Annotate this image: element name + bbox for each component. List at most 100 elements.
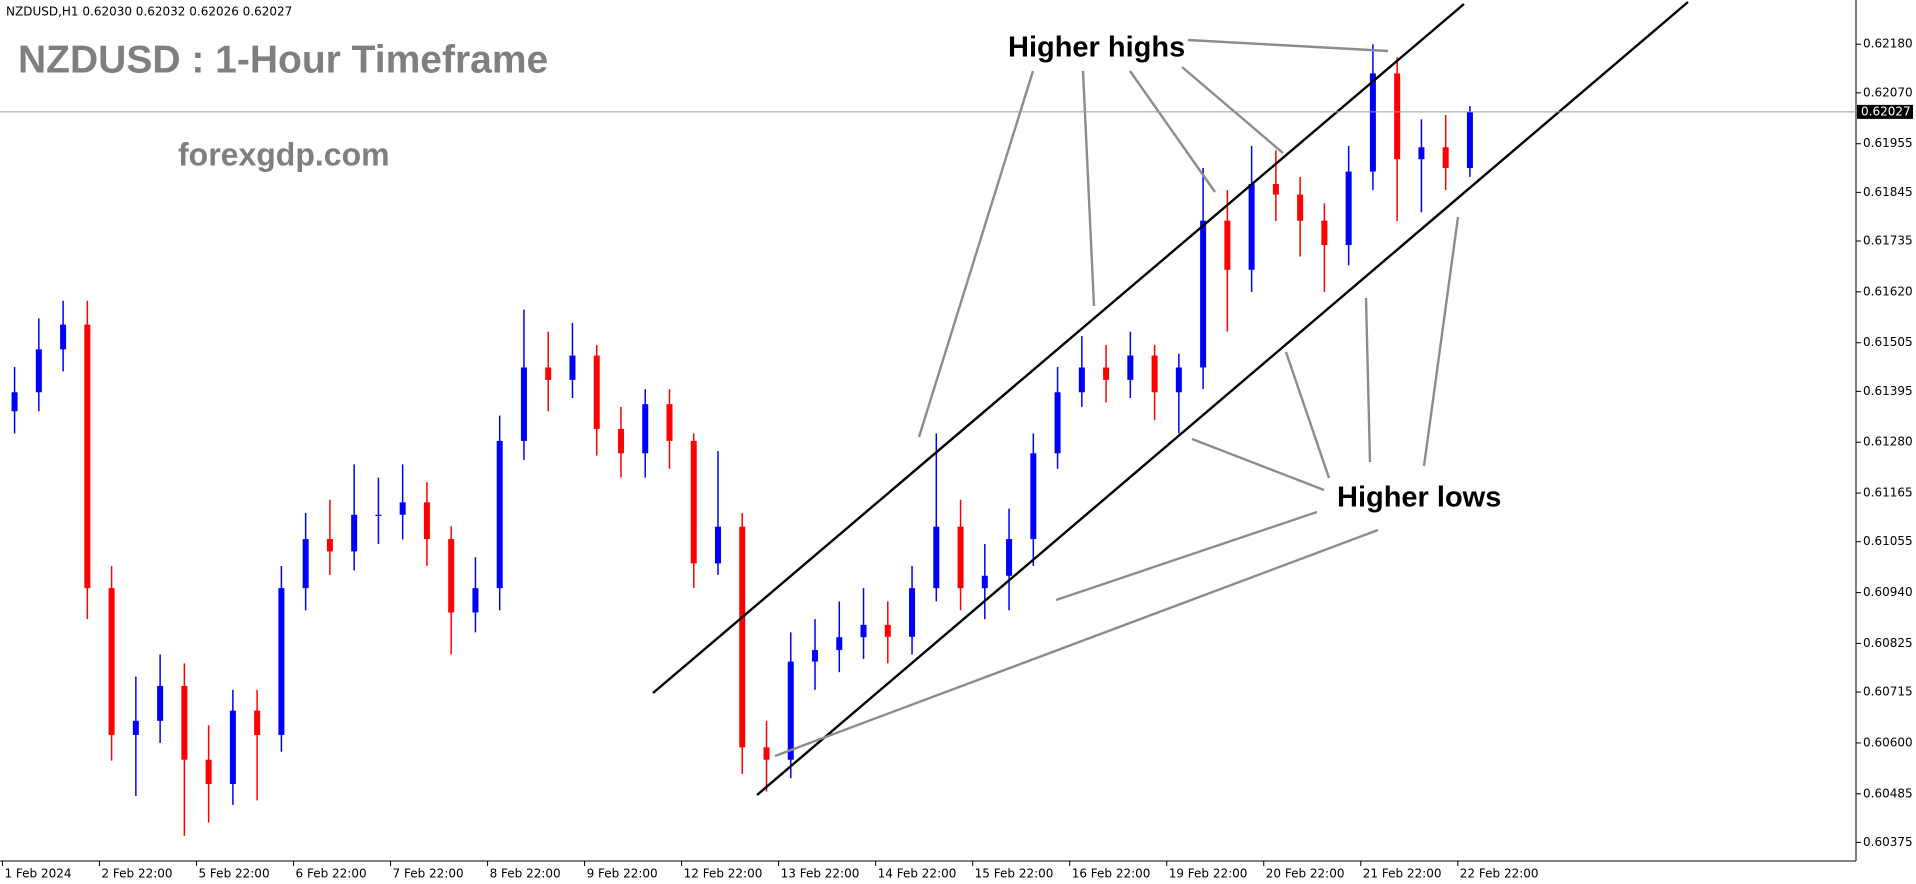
y-tick-label: 0.61620 bbox=[1863, 284, 1913, 298]
candle-body bbox=[11, 392, 18, 412]
candle-body bbox=[909, 588, 916, 637]
channel-upper bbox=[652, 3, 1465, 694]
candle-body bbox=[545, 367, 552, 380]
candle-body bbox=[375, 514, 382, 516]
candle-body bbox=[1369, 73, 1376, 172]
x-tick-label: 9 Feb 22:00 bbox=[587, 867, 658, 881]
x-tick-label: 6 Feb 22:00 bbox=[296, 867, 367, 881]
x-tick-label: 16 Feb 22:00 bbox=[1072, 867, 1151, 881]
x-tick-label: 19 Feb 22:00 bbox=[1169, 867, 1248, 881]
candle-body bbox=[84, 324, 91, 589]
candle-body bbox=[254, 710, 261, 735]
y-tick-label: 0.61735 bbox=[1863, 234, 1913, 248]
candle-body bbox=[1418, 147, 1425, 160]
candle-body bbox=[496, 440, 503, 589]
candle-body bbox=[1030, 453, 1037, 540]
candle-body bbox=[957, 526, 964, 589]
y-tick-label: 0.60600 bbox=[1863, 735, 1913, 749]
candle-body bbox=[1248, 183, 1255, 270]
candle-body bbox=[326, 539, 333, 552]
pointer bbox=[1191, 437, 1325, 492]
candle-body bbox=[666, 404, 673, 441]
y-tick-label: 0.61280 bbox=[1863, 435, 1913, 449]
pointers bbox=[774, 38, 1460, 758]
x-tick-label: 13 Feb 22:00 bbox=[781, 867, 860, 881]
candles bbox=[11, 44, 1473, 836]
pointer bbox=[1364, 297, 1372, 463]
candle-body bbox=[448, 539, 455, 613]
candle-body bbox=[1151, 355, 1158, 393]
y-tick-label: 0.60715 bbox=[1863, 685, 1913, 699]
candle-body bbox=[399, 502, 406, 515]
candle-body bbox=[836, 637, 843, 651]
x-tick-label: 14 Feb 22:00 bbox=[878, 867, 957, 881]
pointer bbox=[917, 70, 1035, 438]
candle-body bbox=[981, 575, 988, 589]
candle-body bbox=[787, 661, 794, 760]
x-tick-label: 7 Feb 22:00 bbox=[393, 867, 464, 881]
candle-body bbox=[1466, 111, 1473, 169]
last-price-label: 0.62027 bbox=[1861, 104, 1911, 118]
candle-body bbox=[1103, 367, 1110, 380]
candle-body bbox=[351, 514, 358, 552]
candle-body bbox=[472, 588, 479, 613]
pointer bbox=[1055, 510, 1318, 602]
pointer bbox=[1284, 351, 1331, 479]
candle-body bbox=[1224, 220, 1231, 270]
candle-body bbox=[1006, 539, 1013, 576]
chart-title: NZDUSD : 1-Hour Timeframe bbox=[18, 38, 548, 81]
pointer bbox=[1422, 216, 1460, 467]
candle-body bbox=[35, 349, 42, 393]
candle-body bbox=[1127, 355, 1134, 380]
y-tick-label: 0.61955 bbox=[1863, 136, 1913, 150]
pointer bbox=[1081, 70, 1096, 307]
y-tick-label: 0.60485 bbox=[1863, 786, 1913, 800]
pointer bbox=[1187, 38, 1389, 53]
x-tick-label: 15 Feb 22:00 bbox=[975, 867, 1054, 881]
candle-body bbox=[593, 355, 600, 429]
y-tick-label: 0.60375 bbox=[1863, 835, 1913, 849]
y-tick-label: 0.61395 bbox=[1863, 384, 1913, 398]
candle-body bbox=[1321, 220, 1328, 245]
candle-body bbox=[60, 324, 67, 350]
y-tick-label: 0.60940 bbox=[1863, 585, 1913, 599]
candle-body bbox=[1078, 367, 1085, 393]
candle-body bbox=[302, 539, 309, 589]
candle-body bbox=[1200, 220, 1207, 368]
y-tick-label: 0.61165 bbox=[1863, 486, 1913, 500]
candle-body bbox=[1297, 194, 1304, 221]
candle-body bbox=[884, 624, 891, 637]
candle-body bbox=[763, 747, 770, 760]
y-tick-label: 0.62070 bbox=[1863, 85, 1913, 99]
candle-body bbox=[812, 650, 819, 662]
candle-body bbox=[860, 624, 867, 638]
candle-body bbox=[278, 588, 285, 735]
y-tick-label: 0.61845 bbox=[1863, 185, 1913, 199]
candle-body bbox=[617, 428, 624, 454]
candle-body bbox=[569, 355, 576, 380]
channel-lower bbox=[756, 1, 1689, 796]
candle-body bbox=[1345, 171, 1352, 245]
y-tick-label: 0.60825 bbox=[1863, 636, 1913, 650]
candle-body bbox=[1394, 73, 1401, 160]
candle-body bbox=[1272, 183, 1279, 195]
x-tick-label: 22 Feb 22:00 bbox=[1460, 867, 1539, 881]
x-tick-label: 1 Feb 2024 bbox=[4, 867, 71, 881]
y-tick-label: 0.62180 bbox=[1863, 37, 1913, 51]
candle-body bbox=[1054, 392, 1061, 454]
candle-body bbox=[181, 685, 188, 760]
x-tick-label: 21 Feb 22:00 bbox=[1363, 867, 1442, 881]
watermark: forexgdp.com bbox=[178, 136, 390, 172]
last-price-box bbox=[1857, 104, 1913, 119]
pointer bbox=[774, 528, 1379, 758]
channel bbox=[652, 1, 1689, 796]
pointer bbox=[1129, 70, 1216, 193]
candle-body bbox=[1175, 367, 1182, 393]
candle-body bbox=[132, 720, 139, 735]
candle-body bbox=[229, 710, 236, 785]
candle-body bbox=[205, 759, 212, 785]
candle-body bbox=[690, 440, 697, 564]
annotation: Higher lows bbox=[1337, 482, 1501, 514]
candle-body bbox=[423, 502, 430, 540]
